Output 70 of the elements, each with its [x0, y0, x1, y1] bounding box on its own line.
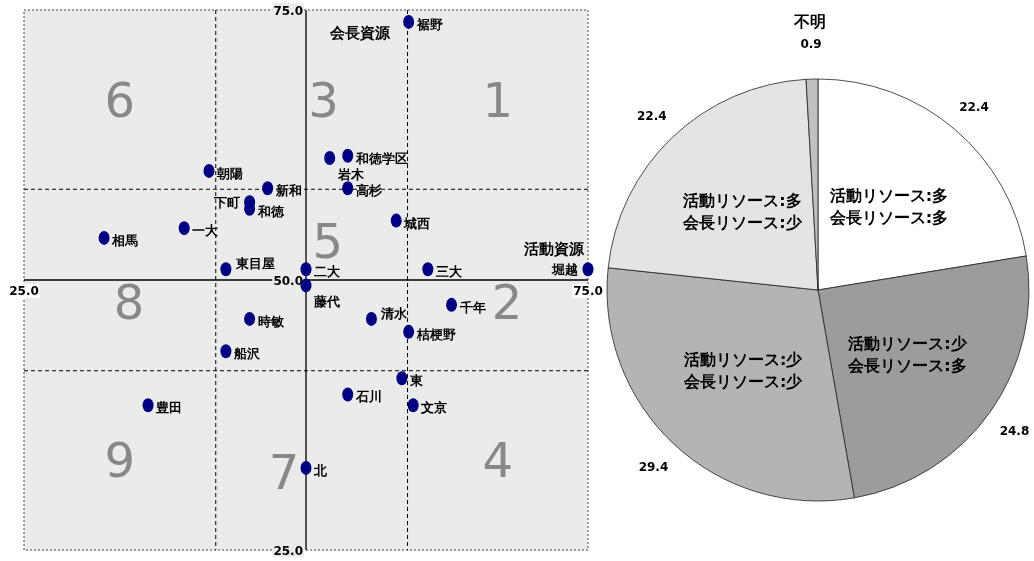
annotation: 3: [308, 71, 339, 128]
slice-label: 活動リソース:少会長リソース:多: [847, 333, 968, 375]
point: [390, 213, 402, 228]
data-label: 0.9: [800, 37, 822, 52]
series-label: 朝陽: [215, 165, 243, 181]
point: [403, 14, 415, 29]
series-label: 千年: [458, 299, 486, 315]
point: [142, 398, 154, 413]
point: [396, 371, 408, 386]
y-axis-title: 会長資源: [329, 24, 391, 42]
point: [446, 297, 458, 312]
y-tick-label: 75.0: [273, 3, 303, 18]
point: [582, 262, 594, 277]
point: [342, 148, 354, 163]
point: [403, 324, 415, 339]
series-label: 相馬: [111, 232, 139, 248]
point: [342, 181, 354, 196]
y-tick-label: 25.0: [273, 543, 303, 558]
annotation: 2: [491, 274, 523, 331]
series-label: 一大: [192, 223, 220, 239]
x-axis-title: 活動資源: [523, 240, 585, 258]
annotation: 6: [104, 71, 136, 128]
data-label: 24.8: [999, 423, 1030, 438]
series-label: 下町: [212, 195, 240, 211]
series-label: 和徳: [256, 203, 285, 219]
point: [220, 344, 232, 359]
y-tick-label: 50.0: [273, 273, 303, 288]
series-label: 裾野: [415, 16, 443, 32]
series-label: 石川: [354, 389, 382, 405]
annotation: 7: [268, 443, 300, 500]
annotation: 8: [113, 274, 145, 331]
series-label: 船沢: [232, 346, 261, 362]
point: [300, 262, 312, 277]
data-label: 22.4: [636, 109, 667, 124]
data-label: 22.4: [959, 100, 989, 115]
series-label: 藤代: [313, 294, 340, 310]
series-label: 桔梗野: [415, 326, 456, 342]
point: [342, 387, 354, 402]
series-label: 豊田: [155, 400, 183, 416]
point: [98, 230, 110, 245]
series-label: 三大: [435, 264, 463, 280]
point: [203, 163, 215, 178]
slice-label: 活動リソース:多会長リソース:多: [828, 186, 949, 228]
series-label: 堀越: [551, 262, 578, 278]
slice-label: 活動リソース:少会長リソース:少: [682, 350, 804, 392]
series-label: 高杉: [355, 183, 383, 199]
series-label: 城西: [403, 215, 431, 231]
point: [324, 150, 336, 165]
slice-label: 活動リソース:多会長リソース:少: [682, 190, 803, 232]
series-label: 東目屋: [234, 256, 275, 272]
series-label: 時敏: [257, 313, 285, 329]
point: [422, 262, 434, 277]
point: [365, 311, 377, 326]
data-label: 29.4: [638, 460, 669, 475]
slice-label: 不明: [793, 12, 827, 32]
point: [407, 398, 419, 413]
series-label: 岩木: [336, 166, 365, 182]
point: [262, 181, 274, 196]
annotation: 9: [104, 432, 136, 489]
annotation: 4: [482, 432, 514, 489]
point: [244, 311, 256, 326]
point: [300, 460, 312, 475]
series-label: 北: [313, 462, 328, 478]
series-label: 清水: [380, 305, 409, 321]
series-label: 和徳学区: [354, 150, 408, 166]
point: [178, 221, 190, 236]
annotation: 1: [482, 71, 514, 128]
series-label: 東: [408, 373, 424, 389]
series-label: 文京: [420, 400, 448, 416]
point: [220, 262, 232, 277]
